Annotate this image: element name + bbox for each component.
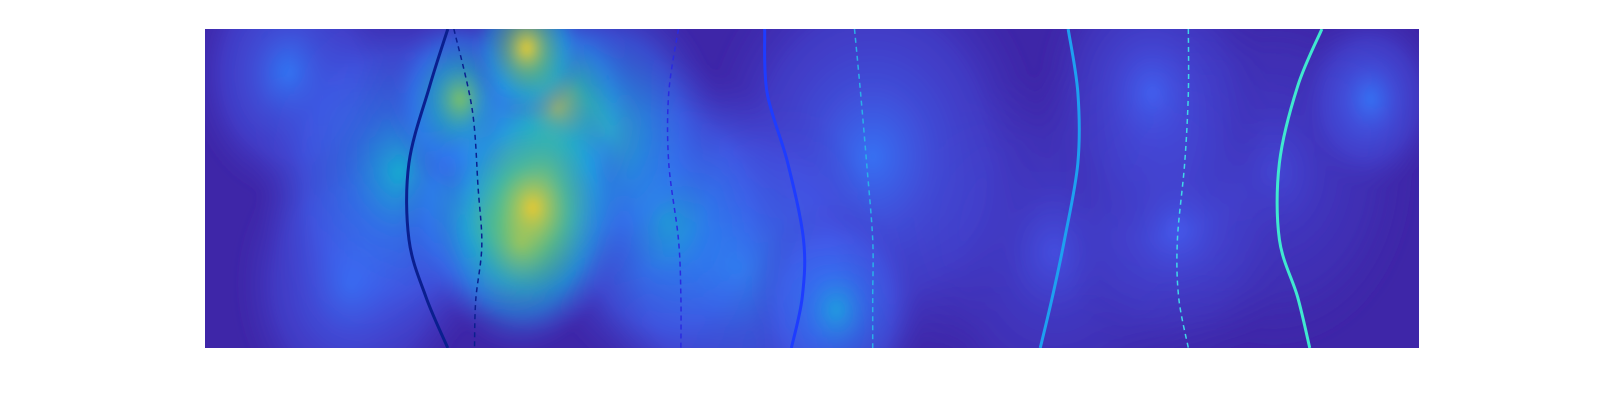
dashed-contour-line-2	[453, 29, 483, 348]
heatmap-field	[205, 29, 1419, 348]
heatmap-hotspot	[430, 80, 635, 336]
heatmap-hotspot	[1035, 29, 1269, 239]
plot-area	[205, 29, 1419, 348]
solid-contour-line-4	[763, 29, 807, 348]
solid-contour-line-1	[405, 29, 450, 348]
solid-contour-line-6	[1038, 29, 1081, 348]
heatmap-hotspot	[1297, 29, 1419, 191]
heatmap-hotspot	[468, 29, 585, 121]
dashed-contour-line-7	[1176, 29, 1190, 348]
dashed-contour-line-5	[853, 29, 874, 348]
solid-contour-line-8	[1275, 29, 1324, 348]
contour-lines	[405, 29, 1324, 348]
dashed-contour-line-3	[666, 29, 682, 348]
